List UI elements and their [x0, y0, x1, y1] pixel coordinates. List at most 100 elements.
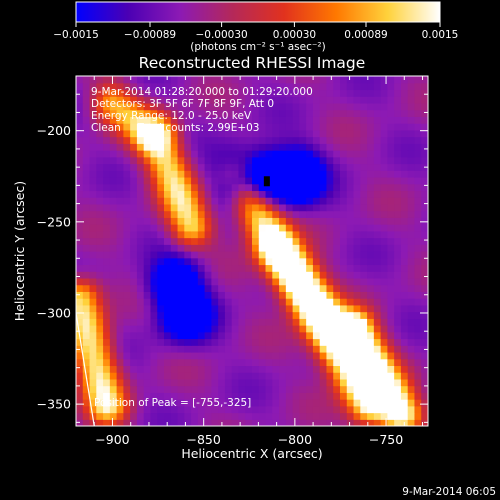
heatmap-cell — [116, 385, 124, 393]
heatmap-cell — [306, 190, 314, 198]
heatmap-cell — [82, 264, 91, 272]
heatmap-cell — [197, 378, 206, 387]
heatmap-cell — [380, 358, 388, 367]
heatmap-cell — [204, 338, 212, 346]
heatmap-cell — [89, 277, 97, 286]
heatmap-cell — [231, 143, 240, 151]
heatmap-cell — [157, 412, 165, 420]
heatmap-cell — [312, 150, 321, 158]
heatmap-cell — [197, 170, 206, 178]
heatmap-cell — [272, 123, 280, 131]
heatmap-cell — [170, 156, 179, 165]
heatmap-cell — [340, 264, 348, 272]
heatmap-cell — [204, 251, 212, 259]
heatmap-cell — [150, 102, 158, 111]
heatmap-cell — [407, 351, 416, 360]
heatmap-cell — [387, 291, 395, 299]
heatmap-cell — [136, 385, 145, 393]
heatmap-cell — [177, 197, 185, 205]
heatmap-cell — [373, 264, 382, 272]
heatmap-cell — [96, 358, 104, 367]
heatmap-cell — [238, 163, 246, 171]
heatmap-cell — [360, 419, 368, 426]
heatmap-cell — [387, 298, 395, 306]
heatmap-cell — [333, 251, 341, 259]
heatmap-cell — [299, 298, 307, 306]
heatmap-cell — [136, 392, 145, 400]
heatmap-cell — [116, 116, 124, 124]
plot-frame — [75, 75, 429, 427]
heatmap-cell — [177, 291, 185, 299]
heatmap-cell — [326, 291, 334, 299]
heatmap-cell — [170, 102, 179, 111]
heatmap-cell — [380, 156, 388, 165]
heatmap-cell — [96, 136, 104, 144]
heatmap-cell — [394, 176, 402, 185]
heatmap-cell — [353, 284, 361, 292]
heatmap-cell — [116, 96, 124, 104]
heatmap-cell — [164, 291, 172, 299]
heatmap-cell — [272, 277, 280, 286]
heatmap-cell — [170, 399, 179, 407]
heatmap-cell — [421, 311, 428, 319]
heatmap-cell — [326, 351, 334, 360]
heatmap-cell — [380, 351, 388, 360]
heatmap-cell — [400, 156, 409, 165]
heatmap-cell — [421, 358, 428, 367]
heatmap-cell — [319, 244, 328, 252]
heatmap-cell — [373, 338, 382, 346]
heatmap-area — [76, 76, 428, 426]
heatmap-cell — [170, 82, 179, 91]
heatmap-cell — [245, 405, 253, 414]
heatmap-cell — [292, 136, 300, 144]
heatmap-cell — [157, 419, 165, 426]
heatmap-cell — [245, 365, 253, 373]
heatmap-cell — [245, 264, 253, 272]
heatmap-cell — [197, 76, 206, 84]
heatmap-cell — [340, 372, 348, 380]
heatmap-cell — [143, 136, 152, 144]
heatmap-cell — [218, 358, 226, 367]
heatmap-cell — [421, 123, 428, 131]
heatmap-cell — [211, 264, 219, 272]
heatmap-cell — [340, 284, 348, 292]
heatmap-cell — [360, 365, 368, 373]
heatmap-cell — [157, 304, 165, 313]
heatmap-cell — [400, 217, 409, 225]
heatmap-cell — [333, 385, 341, 393]
heatmap-cell — [306, 405, 314, 414]
heatmap-cell — [177, 365, 185, 373]
heatmap-cell — [360, 412, 368, 420]
heatmap-cell — [204, 210, 212, 218]
heatmap-cell — [387, 96, 395, 104]
heatmap-cell — [231, 237, 240, 245]
heatmap-cell — [394, 129, 402, 138]
heatmap-cell — [96, 123, 104, 131]
heatmap-cell — [367, 203, 375, 212]
heatmap-cell — [184, 116, 192, 124]
heatmap-cell — [89, 82, 97, 91]
heatmap-cell — [150, 136, 158, 144]
heatmap-cell — [82, 244, 91, 252]
heatmap-cell — [367, 325, 375, 333]
heatmap-cell — [116, 143, 124, 151]
heatmap-cell — [231, 129, 240, 138]
heatmap-cell — [103, 197, 111, 205]
heatmap-cell — [191, 372, 199, 380]
heatmap-cell — [272, 251, 280, 259]
heatmap-cell — [265, 116, 273, 124]
heatmap-cell — [326, 237, 334, 245]
heatmap-cell — [103, 365, 111, 373]
heatmap-cell — [224, 385, 233, 393]
heatmap-cell — [373, 109, 382, 117]
heatmap-cell — [285, 82, 294, 91]
heatmap-cell — [191, 385, 199, 393]
heatmap-cell — [238, 271, 246, 279]
heatmap-cell — [380, 378, 388, 387]
heatmap-cell — [82, 399, 91, 407]
heatmap-cell — [150, 399, 158, 407]
heatmap-cell — [285, 284, 294, 292]
heatmap-cell — [224, 143, 233, 151]
heatmap-cell — [306, 230, 314, 239]
heatmap-cell — [333, 378, 341, 387]
